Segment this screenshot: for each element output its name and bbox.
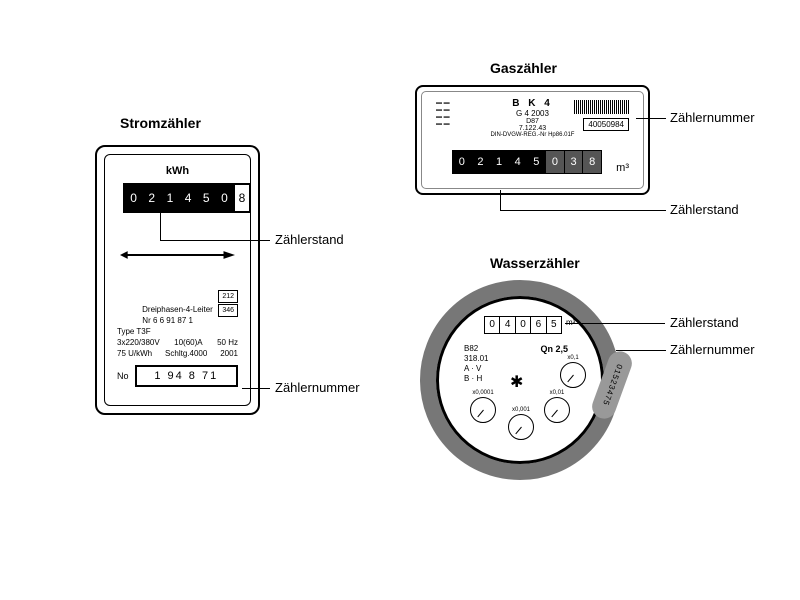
gas-line: DIN-DVGW-REG.-Nr Hp86.01F xyxy=(432,132,633,138)
leader-line xyxy=(160,240,270,241)
sub-dial: x0,1 xyxy=(560,362,586,388)
spec-line: 318.01 xyxy=(464,354,488,364)
callout-reading: Zählerstand xyxy=(275,232,344,247)
digit: 0 xyxy=(216,185,233,211)
spec-cell: 50 Hz xyxy=(217,337,238,348)
spec-cell: Type T3F xyxy=(117,326,151,337)
digit: 4 xyxy=(180,185,198,211)
callout-serial: Zählernummer xyxy=(670,342,755,357)
electricity-meter-face: kWh 0 2 1 4 5 0 8 212 Dreiphasen-4-Leite… xyxy=(104,154,251,406)
spec-cell: 2001 xyxy=(220,348,238,359)
barcode-icon xyxy=(574,100,629,114)
digit: 4 xyxy=(500,317,515,333)
leader-line xyxy=(616,350,666,351)
spec-box: 212 xyxy=(218,290,238,303)
spec-cell: 10(60)A xyxy=(174,337,202,348)
leader-line xyxy=(242,388,270,389)
spec-line: B82 xyxy=(464,344,488,354)
digit: 8 xyxy=(583,151,601,173)
dial-label: x0,001 xyxy=(509,407,533,413)
callout-reading: Zählerstand xyxy=(670,202,739,217)
rotor-disc-icon xyxy=(120,250,235,260)
leader-line xyxy=(565,323,665,324)
dial-label: x0,01 xyxy=(545,390,569,396)
spec-cell: 75 U/kWh xyxy=(117,348,152,359)
gas-meter-face: ▬ ▬▬ ▬▬ ▬▬ ▬ B K 4 G 4 2003 D87 7.122.43… xyxy=(421,91,644,189)
digit: 0 xyxy=(485,317,500,333)
sub-dial: x0,01 xyxy=(544,397,570,423)
electricity-counter: 0 2 1 4 5 0 8 xyxy=(123,183,235,213)
electricity-meter: kWh 0 2 1 4 5 0 8 212 Dreiphasen-4-Leite… xyxy=(95,145,260,415)
digit: 3 xyxy=(565,151,584,173)
leader-line xyxy=(500,210,666,211)
spec-cell: Schltg.4000 xyxy=(165,348,207,359)
water-qn: Qn 2,5 xyxy=(540,344,568,354)
callout-reading: Zählerstand xyxy=(670,315,739,330)
digit: 4 xyxy=(509,151,528,173)
unit-kwh: kWh xyxy=(105,165,250,177)
digit: 0 xyxy=(546,151,565,173)
digit-decimal: 8 xyxy=(233,183,251,213)
digit: 5 xyxy=(547,317,561,333)
water-meter-title: Wasserzähler xyxy=(490,255,580,271)
digit: 2 xyxy=(143,185,161,211)
sub-dial: x0,0001 xyxy=(470,397,496,423)
leader-line xyxy=(500,190,501,210)
gas-serial: 40050984 xyxy=(583,118,629,131)
digit: 1 xyxy=(161,185,179,211)
gas-spec-block: ▬ ▬▬ ▬▬ ▬▬ ▬ B K 4 G 4 2003 D87 7.122.43… xyxy=(432,98,633,148)
digit: 2 xyxy=(472,151,491,173)
digit: 5 xyxy=(528,151,547,173)
leader-line xyxy=(636,118,666,119)
digit: 6 xyxy=(531,317,546,333)
water-spec: B82 318.01 A · V B · H xyxy=(464,344,488,384)
spec-line: B · H xyxy=(464,374,488,384)
water-meter: 0 4 0 6 5 m³ B82 318.01 A · V B · H Qn 2… xyxy=(420,280,620,480)
electricity-meter-title: Stromzähler xyxy=(120,115,201,131)
serial-label: No xyxy=(117,371,129,381)
digit: 0 xyxy=(453,151,472,173)
water-meter-face: 0 4 0 6 5 m³ B82 318.01 A · V B · H Qn 2… xyxy=(442,302,598,458)
leader-line xyxy=(160,205,161,240)
unit-m3: m³ xyxy=(616,162,629,174)
spec-cell: 3x220/380V xyxy=(117,337,160,348)
spec-line: A · V xyxy=(464,364,488,374)
electricity-serial: 1 94 8 71 xyxy=(135,365,238,387)
sub-dial: x0,001 xyxy=(508,414,534,440)
digit: 5 xyxy=(198,185,216,211)
callout-serial: Zählernummer xyxy=(670,110,755,125)
dial-label: x0,0001 xyxy=(471,390,495,396)
water-counter: 0 4 0 6 5 xyxy=(484,316,562,334)
spec-block: 212 Dreiphasen-4-Leiter 346 Nr 6 6 91 87… xyxy=(117,290,238,359)
gas-counter: 0 2 1 4 5 0 3 8 xyxy=(452,150,602,174)
gas-meter: ▬ ▬▬ ▬▬ ▬▬ ▬ B K 4 G 4 2003 D87 7.122.43… xyxy=(415,85,650,195)
digit: 0 xyxy=(516,317,531,333)
gas-meter-title: Gaszähler xyxy=(490,60,557,76)
cog-icon: ✱ xyxy=(510,372,523,392)
digit: 1 xyxy=(490,151,509,173)
callout-serial: Zählernummer xyxy=(275,380,360,395)
spec-box: 346 xyxy=(218,304,238,317)
dial-label: x0,1 xyxy=(561,355,585,361)
serial-row: No 1 94 8 71 xyxy=(117,365,238,387)
digit: 0 xyxy=(125,185,143,211)
